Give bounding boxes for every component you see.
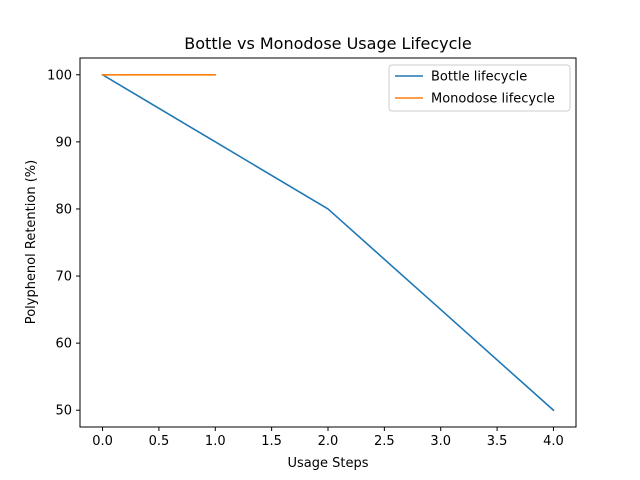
legend: Bottle lifecycle Monodose lifecycle (388, 64, 571, 112)
x-tick-label: 2.0 (318, 434, 339, 449)
series-line-bottle-lifecycle (101, 73, 555, 412)
y-axis: 50 60 70 80 90 100 (47, 68, 80, 419)
legend-label: Bottle lifecycle (431, 70, 527, 85)
series-layer (101, 73, 555, 412)
y-axis-label: Polyphenol Retention (%) (24, 160, 39, 324)
x-tick-label: 2.5 (374, 434, 395, 449)
x-tick-label: 1.5 (261, 434, 282, 449)
y-tick-label: 90 (55, 135, 72, 150)
y-tick-label: 50 (55, 404, 72, 419)
x-tick-label: 3.5 (487, 434, 508, 449)
x-tick-label: 0.0 (92, 434, 113, 449)
y-tick-label: 80 (55, 202, 72, 217)
legend-label: Monodose lifecycle (431, 92, 555, 107)
legend-box (388, 64, 571, 112)
x-tick-label: 4.0 (543, 434, 564, 449)
y-tick-label: 100 (47, 68, 72, 83)
chart-title: Bottle vs Monodose Usage Lifecycle (184, 34, 471, 53)
y-tick-label: 60 (55, 337, 72, 352)
y-tick-label: 70 (55, 270, 72, 285)
x-axis: 0.0 0.5 1.0 1.5 2.0 2.5 3.0 3.5 4.0 (92, 427, 564, 449)
x-tick-label: 3.0 (430, 434, 451, 449)
x-axis-label: Usage Steps (287, 456, 368, 471)
x-tick-label: 0.5 (149, 434, 170, 449)
x-tick-label: 1.0 (205, 434, 226, 449)
